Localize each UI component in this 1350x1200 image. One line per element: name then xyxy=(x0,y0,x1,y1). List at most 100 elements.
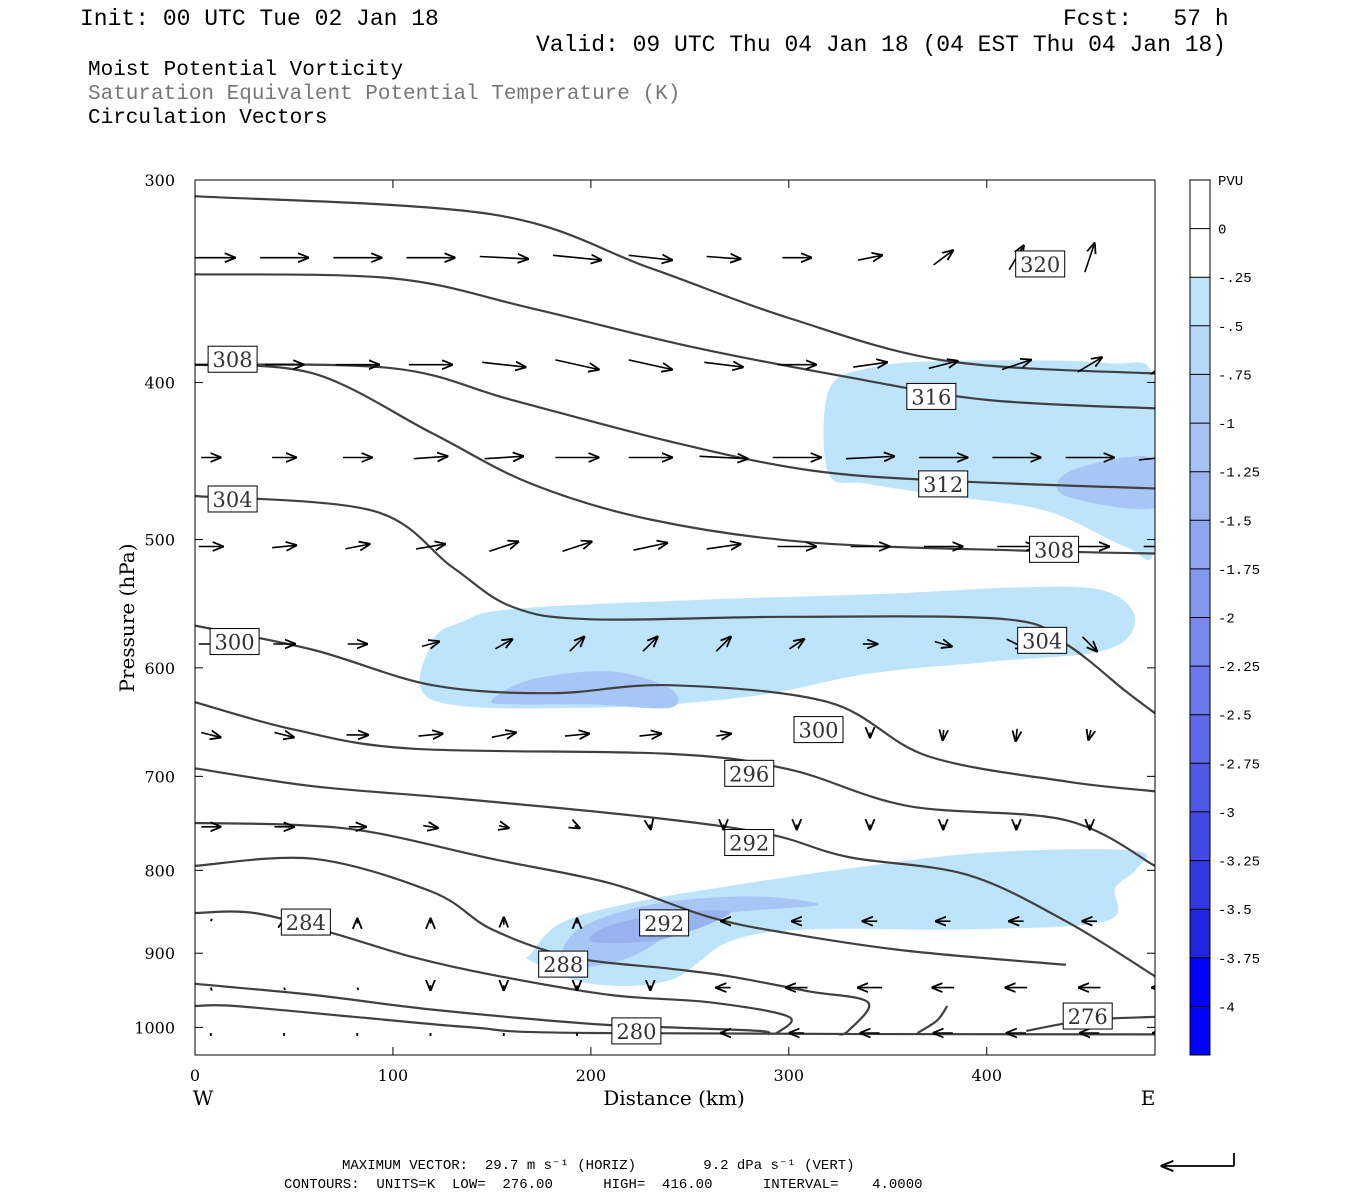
colorbar-swatch xyxy=(1190,666,1210,716)
x-end-label-west: W xyxy=(193,1086,214,1110)
vector-arrow xyxy=(1158,634,1168,653)
vector-arrow xyxy=(201,733,220,738)
colorbar-swatch xyxy=(1190,277,1210,327)
vector-arrow xyxy=(575,826,580,828)
colorbar-swatch xyxy=(1190,617,1210,667)
contour-label-box xyxy=(1017,626,1068,654)
contour-label-box xyxy=(207,345,258,373)
contour-label: 284 xyxy=(286,911,326,935)
colorbar-label: -2.25 xyxy=(1218,660,1260,676)
y-tick-label: 600 xyxy=(144,659,175,678)
vector-arrow xyxy=(943,730,944,740)
contour-label: 320 xyxy=(1020,253,1060,277)
pv-region-5 xyxy=(561,896,819,968)
vector-arrow xyxy=(499,826,509,828)
colorbar-swatch xyxy=(1190,180,1210,230)
contour-label-box xyxy=(611,1017,662,1045)
vector-arrow xyxy=(1163,735,1164,738)
vector-arrow xyxy=(552,255,601,260)
valid-time: Valid: 09 UTC Thu 04 Jan 18 (04 EST Thu … xyxy=(536,32,1227,58)
y-tick-label: 700 xyxy=(144,767,175,786)
x-tick-label: 300 xyxy=(774,1066,805,1085)
vector-arrow xyxy=(716,734,730,736)
colorbar-swatch xyxy=(1190,714,1210,764)
colorbar-swatch xyxy=(1190,909,1210,959)
contour-label-box xyxy=(639,909,690,937)
contour-label-box xyxy=(209,628,260,656)
theta-contour-296-6 xyxy=(195,701,1155,867)
contour-label: 300 xyxy=(798,719,838,743)
y-axis-label: Pressure (hPa) xyxy=(115,544,139,693)
vector-arrow xyxy=(699,456,748,458)
contour-label: 276 xyxy=(1068,1005,1108,1029)
vector-arrow xyxy=(1077,358,1102,373)
colorbar-swatch xyxy=(1190,1006,1210,1056)
vector-arrow xyxy=(415,544,445,549)
colorbar-swatch xyxy=(1190,471,1210,521)
contour-label-box xyxy=(724,759,775,787)
init-time: Init: 00 UTC Tue 02 Jan 18 xyxy=(80,6,439,32)
forecast-hour: Fcst: 57 h xyxy=(1063,6,1229,32)
colorbar-swatch xyxy=(1190,568,1210,618)
vector-arrow xyxy=(639,734,662,736)
field-circulation: Circulation Vectors xyxy=(88,107,328,130)
colorbar-label: -3.75 xyxy=(1218,952,1260,968)
colorbar-label: -.25 xyxy=(1218,271,1252,287)
y-tick-label: 300 xyxy=(144,171,175,190)
pv-shading xyxy=(419,360,1155,986)
vector-arrow xyxy=(283,987,286,991)
vector-arrow xyxy=(423,826,437,828)
vector-arrow xyxy=(1162,824,1163,829)
contour-label-box xyxy=(1062,1002,1113,1030)
x-tick-label: 100 xyxy=(378,1066,409,1085)
vector-arrow xyxy=(1016,728,1018,741)
vector-arrow xyxy=(633,543,668,551)
vector-arrow xyxy=(491,733,516,738)
colorbar-label: -.75 xyxy=(1218,368,1252,384)
contour-labels: 320 316 312 308 308 304 304 300 300 296 292 292 288 2… xyxy=(207,250,1113,1045)
vector-arrow xyxy=(495,639,512,650)
colorbar-swatch xyxy=(1190,860,1210,910)
theta-contour-320-0 xyxy=(195,195,1155,375)
contour-label: 288 xyxy=(543,953,583,977)
colorbar-label: -1.75 xyxy=(1218,563,1260,579)
contour-label-box xyxy=(207,485,258,513)
colorbar-swatch xyxy=(1190,374,1210,424)
vector-arrow xyxy=(715,637,730,652)
vector-arrow xyxy=(569,637,584,652)
colorbar-swatch xyxy=(1190,957,1210,1007)
vector-arrow xyxy=(1001,360,1031,371)
vector-arrow xyxy=(706,544,741,549)
vector-arrow xyxy=(356,987,360,991)
vector-arrow xyxy=(1089,730,1091,740)
colorbar-swatch xyxy=(1190,325,1210,375)
vector-arrow xyxy=(272,545,296,547)
vector-arrow xyxy=(1081,636,1097,651)
vector-arrow xyxy=(1138,457,1155,461)
x-end-label-east: E xyxy=(1141,1086,1156,1110)
colorbar-label: -3 xyxy=(1218,806,1235,822)
y-tick-label: 400 xyxy=(144,373,175,392)
theta-contour-288-8 xyxy=(195,821,1066,966)
circulation-vectors xyxy=(195,241,1168,1036)
contour-label: 280 xyxy=(616,1020,656,1044)
contour-label: 296 xyxy=(729,762,769,786)
plot-frame xyxy=(194,179,1156,1056)
contour-label: 300 xyxy=(215,631,255,655)
contour-label: 316 xyxy=(911,385,951,409)
colorbar-label: 0 xyxy=(1218,223,1226,239)
vector-arrow xyxy=(345,544,369,549)
contour-label-box xyxy=(538,950,589,978)
contour-label-box xyxy=(724,829,775,857)
vector-arrow xyxy=(706,257,741,259)
vector-arrow xyxy=(628,255,672,260)
vector-arrow xyxy=(789,639,804,650)
colorbar-swatch xyxy=(1190,423,1210,473)
colorbar-label: -1.25 xyxy=(1218,466,1260,482)
vector-arrow xyxy=(562,542,592,553)
colorbar-label: -3.25 xyxy=(1218,855,1260,871)
contours-note: CONTOURS: UNITS=K LOW= 276.00 HIGH= 416.… xyxy=(284,1177,923,1193)
y-tick-label: 1000 xyxy=(134,1018,175,1037)
vector-arrow xyxy=(274,733,294,738)
pv-colorbar: 0 -.25 -.5 -.75 -1 -1.25 -1.5 -1.75 -2 -2.25 -2.5 -… xyxy=(1189,179,1260,1056)
